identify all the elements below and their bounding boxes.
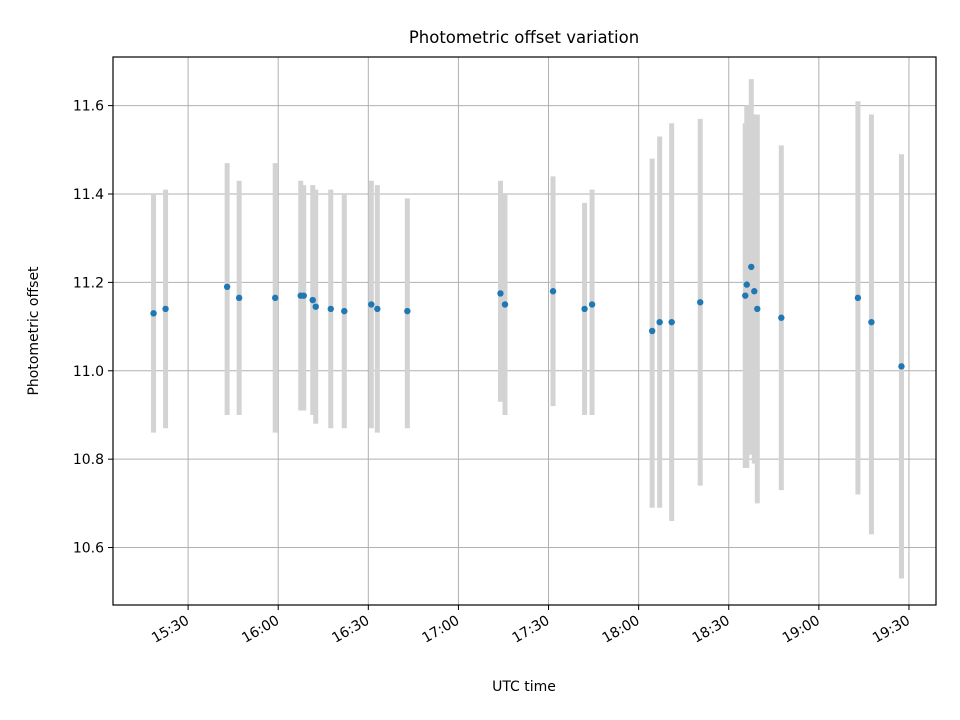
data-point [271, 294, 279, 302]
data-point [648, 327, 656, 335]
plot-frame [112, 56, 937, 606]
data-point [743, 281, 750, 288]
data-point [368, 301, 375, 308]
data-point [341, 307, 348, 315]
data-point [374, 305, 381, 313]
x-tick-label: 18:00 [600, 613, 643, 647]
data-point [898, 363, 905, 370]
y-axis-label: Photometric offset [26, 266, 42, 396]
data-point [656, 318, 663, 326]
data-markers [150, 263, 905, 370]
data-point [748, 263, 755, 271]
y-tick-label: 10.8 [73, 452, 104, 468]
data-point [150, 310, 157, 317]
data-point [162, 305, 169, 313]
error-bars [151, 79, 904, 579]
x-axis-label: UTC time [492, 679, 556, 695]
data-point [223, 283, 231, 291]
data-point [754, 305, 761, 313]
x-tick-label: 17:30 [510, 613, 553, 647]
y-tick-label: 10.6 [73, 541, 104, 557]
data-point [854, 294, 862, 302]
y-tick-label: 11.4 [73, 187, 104, 203]
chart-title: Photometric offset variation [409, 28, 639, 47]
grid [113, 57, 936, 605]
data-point [312, 303, 319, 310]
y-tick-label: 11.0 [73, 364, 104, 380]
data-point [742, 292, 749, 299]
data-point [309, 296, 316, 304]
data-point [300, 292, 307, 299]
data-point [697, 299, 704, 306]
data-point [751, 288, 758, 295]
x-axis: 15:30 16:00 16:30 17:00 17:30 18:00 18:30 19:00… [149, 605, 913, 647]
data-point [668, 318, 675, 326]
data-point [327, 305, 334, 313]
data-point [501, 301, 509, 308]
x-tick-label: 19:00 [780, 613, 823, 647]
x-tick-label: 15:30 [149, 613, 192, 647]
data-point [778, 314, 785, 321]
x-tick-label: 17:00 [419, 613, 462, 647]
data-point [549, 288, 557, 295]
data-point [588, 301, 596, 308]
x-tick-label: 18:30 [690, 613, 733, 647]
x-tick-label: 16:00 [239, 613, 282, 647]
x-tick-label: 16:30 [329, 613, 372, 647]
data-point [235, 294, 243, 302]
y-tick-label: 11.6 [73, 99, 104, 115]
data-point [497, 290, 504, 297]
x-tick-label: 19:30 [870, 613, 913, 647]
y-tick-label: 11.2 [73, 275, 104, 291]
data-point [581, 305, 588, 313]
y-axis: 10.6 10.8 11.0 11.2 11.4 11.6 [73, 99, 113, 557]
data-point [404, 307, 411, 315]
data-point [868, 318, 875, 326]
